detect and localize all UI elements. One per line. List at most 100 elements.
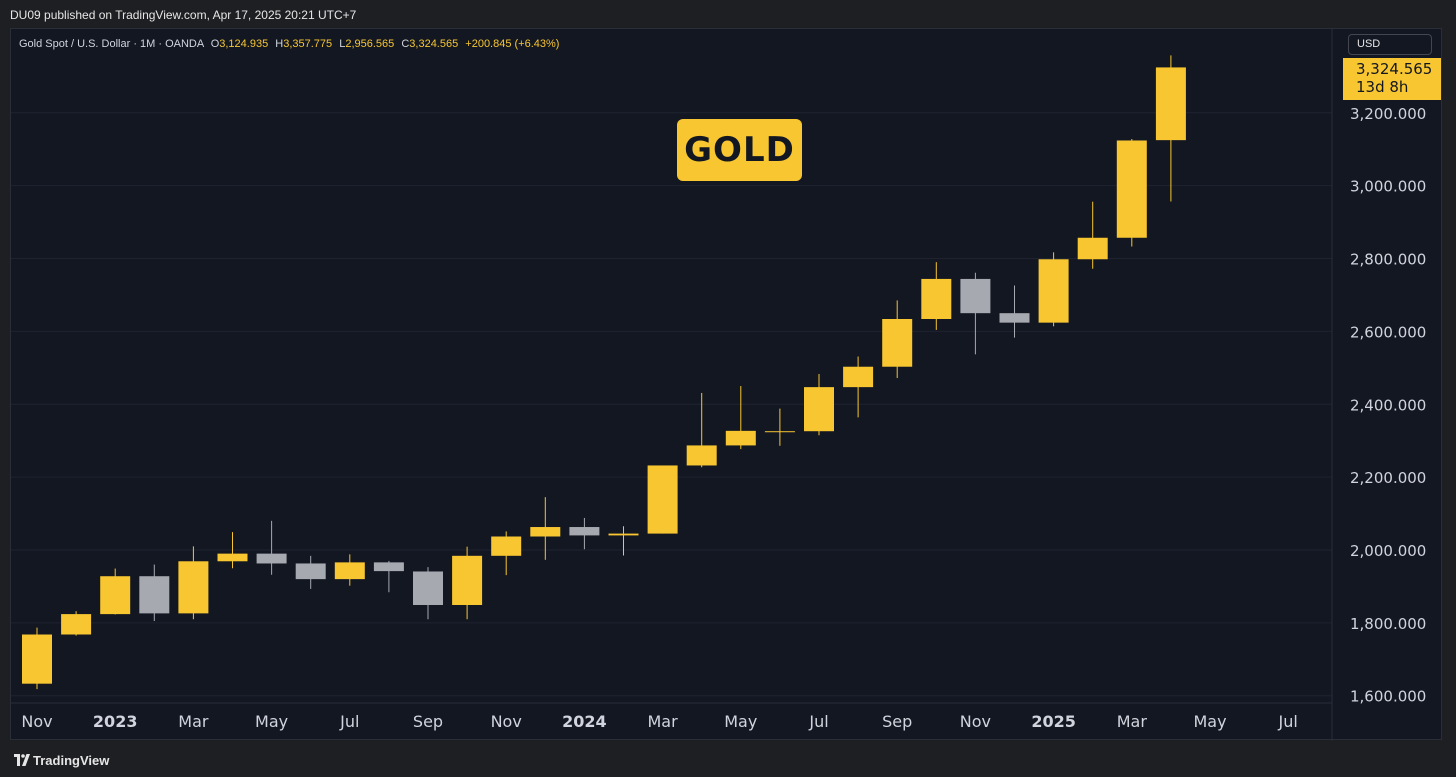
candle: [1155, 55, 1186, 202]
y-tick-label: 2,000.000: [1350, 542, 1426, 560]
candle-body: [1116, 140, 1147, 238]
x-tick-label: Sep: [413, 712, 443, 731]
candle-body: [686, 445, 717, 466]
candle: [139, 564, 170, 622]
y-tick-label: 2,600.000: [1350, 323, 1426, 341]
y-tick-label: 3,000.000: [1350, 178, 1426, 196]
candle: [256, 520, 287, 575]
candle: [764, 408, 795, 446]
candle: [217, 532, 248, 569]
candle-body: [999, 313, 1030, 323]
close-label: C: [401, 38, 410, 50]
x-tick-label: May: [1193, 712, 1226, 731]
candle: [608, 526, 639, 556]
candle-body: [491, 536, 522, 556]
gold-annotation: GOLD: [677, 119, 802, 181]
y-tick-label: 2,400.000: [1350, 396, 1426, 414]
candle: [686, 392, 717, 468]
footer: TradingView: [0, 742, 1456, 777]
candle-body: [1155, 67, 1186, 141]
symbol-title: Gold Spot / U.S. Dollar · 1M · OANDA: [19, 38, 204, 50]
candle-body: [452, 555, 483, 605]
x-tick-label: Nov: [960, 712, 991, 731]
bar-countdown: 13d 8h: [1356, 78, 1409, 96]
open-label: O: [210, 38, 220, 50]
publish-header: DU09 published on TradingView.com, Apr 1…: [0, 0, 1456, 28]
candles: [22, 55, 1186, 690]
open-value: 3,124.935: [219, 38, 269, 50]
tradingview-brand[interactable]: TradingView: [33, 753, 110, 768]
y-tick-label: 2,200.000: [1350, 469, 1426, 487]
candle: [452, 546, 483, 620]
high-label: H: [275, 38, 284, 50]
candle-body: [530, 527, 561, 537]
tradingview-logo-icon[interactable]: [14, 754, 30, 766]
candle: [960, 272, 991, 355]
candle-body: [921, 278, 952, 320]
candle: [1077, 201, 1108, 269]
candle-body: [61, 614, 92, 635]
candle-body: [569, 527, 600, 536]
candle-body: [843, 366, 874, 388]
x-tick-label: Jul: [808, 712, 828, 731]
candle-body: [100, 576, 131, 615]
grid-lines: [11, 112, 1332, 697]
candle-body: [725, 430, 756, 446]
candle: [334, 554, 365, 586]
y-tick-label: 3,200.000: [1350, 105, 1426, 123]
x-tick-label: Mar: [178, 712, 209, 731]
candle: [413, 567, 443, 620]
candle: [1116, 139, 1147, 247]
x-tick-label: Nov: [21, 712, 52, 731]
candle: [295, 555, 326, 589]
candle-body: [139, 576, 170, 614]
candle: [843, 356, 874, 418]
x-tick-label: Jul: [339, 712, 359, 731]
change-value: +200.845 (+6.43%): [465, 38, 560, 50]
candle-body: [1077, 237, 1108, 260]
candle-body: [22, 634, 52, 684]
candle-body: [178, 561, 209, 614]
last-price: 3,324.565: [1356, 60, 1433, 78]
currency-button[interactable]: USD: [1348, 34, 1432, 55]
close-value: 3,324.565: [409, 38, 459, 50]
price-axis[interactable]: 1,600.000 1,800.000 2,000.000 2,200.000 2,40…: [1350, 105, 1426, 706]
x-tick-label: May: [255, 712, 288, 731]
candle: [882, 300, 913, 379]
y-tick-label: 1,800.000: [1350, 615, 1426, 633]
candle-body: [217, 553, 248, 562]
low-label: L: [339, 38, 346, 50]
ohlc-legend: Gold Spot / U.S. Dollar · 1M · OANDA O3,…: [19, 38, 559, 50]
high-value: 3,357.775: [283, 38, 333, 50]
candle: [569, 517, 600, 550]
candle: [647, 465, 678, 534]
candle: [999, 285, 1030, 338]
candle: [61, 611, 92, 636]
candle-body: [764, 431, 795, 433]
candle-body: [413, 571, 443, 605]
candle: [1038, 252, 1069, 327]
candle-body: [647, 465, 678, 534]
last-price-tag: 3,324.565 13d 8h: [1343, 58, 1441, 100]
candle: [921, 262, 952, 330]
x-tick-label: 2025: [1031, 712, 1076, 731]
candlestick-chart[interactable]: 1,600.000 1,800.000 2,000.000 2,200.000 2,40…: [11, 29, 1443, 741]
candle-body: [256, 553, 287, 564]
x-tick-label: 2024: [562, 712, 607, 731]
x-tick-label: Jul: [1278, 712, 1298, 731]
x-tick-label: Nov: [491, 712, 522, 731]
candle: [804, 374, 834, 436]
candle-body: [960, 278, 991, 314]
low-value: 2,956.565: [345, 38, 395, 50]
candle-body: [608, 533, 639, 536]
y-tick-label: 2,800.000: [1350, 251, 1426, 269]
chart-area[interactable]: 1,600.000 1,800.000 2,000.000 2,200.000 2,40…: [10, 28, 1443, 741]
y-tick-label: 1,600.000: [1350, 688, 1426, 706]
candle-body: [334, 562, 365, 580]
candle: [491, 531, 522, 576]
candle: [22, 627, 52, 690]
candle: [530, 497, 561, 560]
time-axis[interactable]: Nov 2023 Mar May Jul Sep Nov 2024 Mar May Jul Sep No…: [21, 712, 1297, 731]
x-tick-label: 2023: [93, 712, 138, 731]
publish-info: DU09 published on TradingView.com, Apr 1…: [10, 8, 357, 22]
